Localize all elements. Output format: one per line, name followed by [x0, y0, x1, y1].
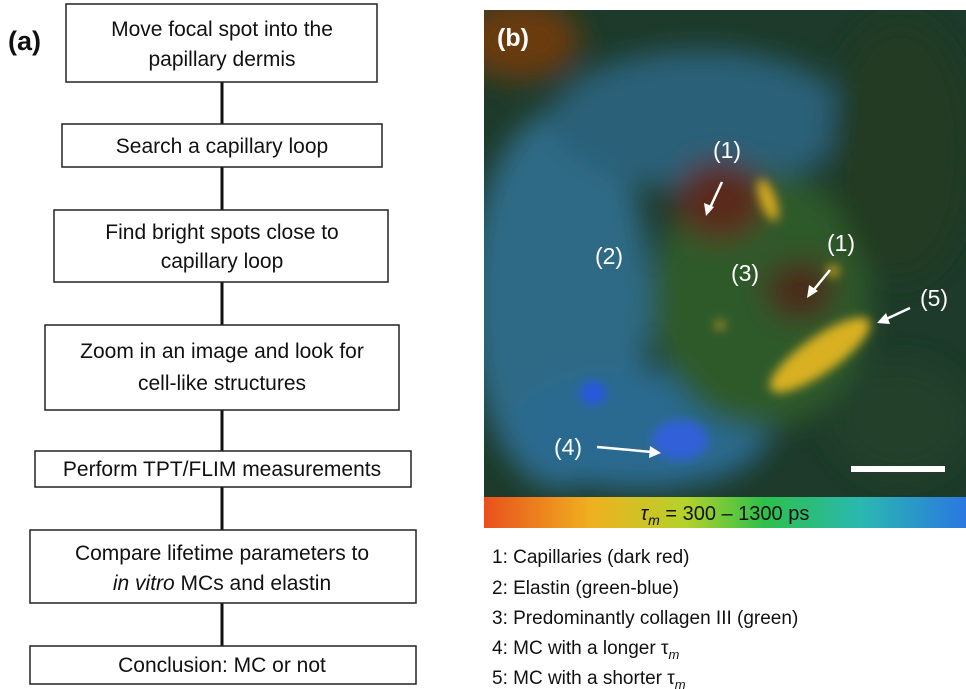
step-text: cell-like structures [138, 372, 306, 395]
step-text: in vitro MCs and elastin [113, 572, 331, 595]
step-text: Find bright spots close to [105, 221, 338, 244]
legend-item: 5: MC with a shorter τm [492, 668, 686, 689]
annotation: (1) [827, 230, 855, 256]
legend: 1: Capillaries (dark red) 2: Elastin (gr… [492, 547, 798, 689]
legend-item: 1: Capillaries (dark red) [492, 547, 689, 568]
legend-text: 4: MC with a longer τ [492, 638, 669, 659]
scale-bar [851, 466, 945, 472]
step-text: Perform TPT/FLIM measurements [63, 458, 381, 481]
legend-text: 5: MC with a shorter τ [492, 668, 675, 689]
micrograph [460, 0, 966, 497]
figure: (a) Move focal spot into the papillary d… [0, 0, 966, 689]
step-text: papillary dermis [148, 48, 295, 71]
step-text: Compare lifetime parameters to [75, 542, 369, 565]
annotation: (1) [713, 137, 741, 163]
italic-text: in vitro [113, 572, 175, 595]
annotation: (2) [595, 243, 623, 269]
panel-label: (a) [8, 26, 41, 56]
legend-item: 4: MC with a longer τm [492, 638, 679, 662]
step-text-part: MCs and elastin [175, 572, 331, 595]
subscript: m [668, 647, 679, 662]
step-text: Search a capillary loop [116, 135, 328, 158]
panel-label: (b) [497, 24, 529, 52]
step-text: Move focal spot into the [111, 18, 333, 41]
colorbar-label: τm = 300 – 1300 ps [641, 503, 810, 528]
step-text: Zoom in an image and look for [80, 340, 364, 363]
subscript: m [648, 512, 660, 528]
subscript: m [675, 677, 686, 689]
step-text: capillary loop [161, 250, 284, 273]
annotation: (3) [731, 260, 759, 286]
annotation: (5) [920, 285, 948, 311]
legend-item: 3: Predominantly collagen III (green) [492, 608, 798, 629]
step-box [45, 325, 399, 410]
step-text: Conclusion: MC or not [118, 654, 326, 677]
colorbar-text: = 300 – 1300 ps [660, 503, 810, 525]
annotation: (4) [554, 434, 582, 460]
legend-item: 2: Elastin (green-blue) [492, 578, 679, 599]
